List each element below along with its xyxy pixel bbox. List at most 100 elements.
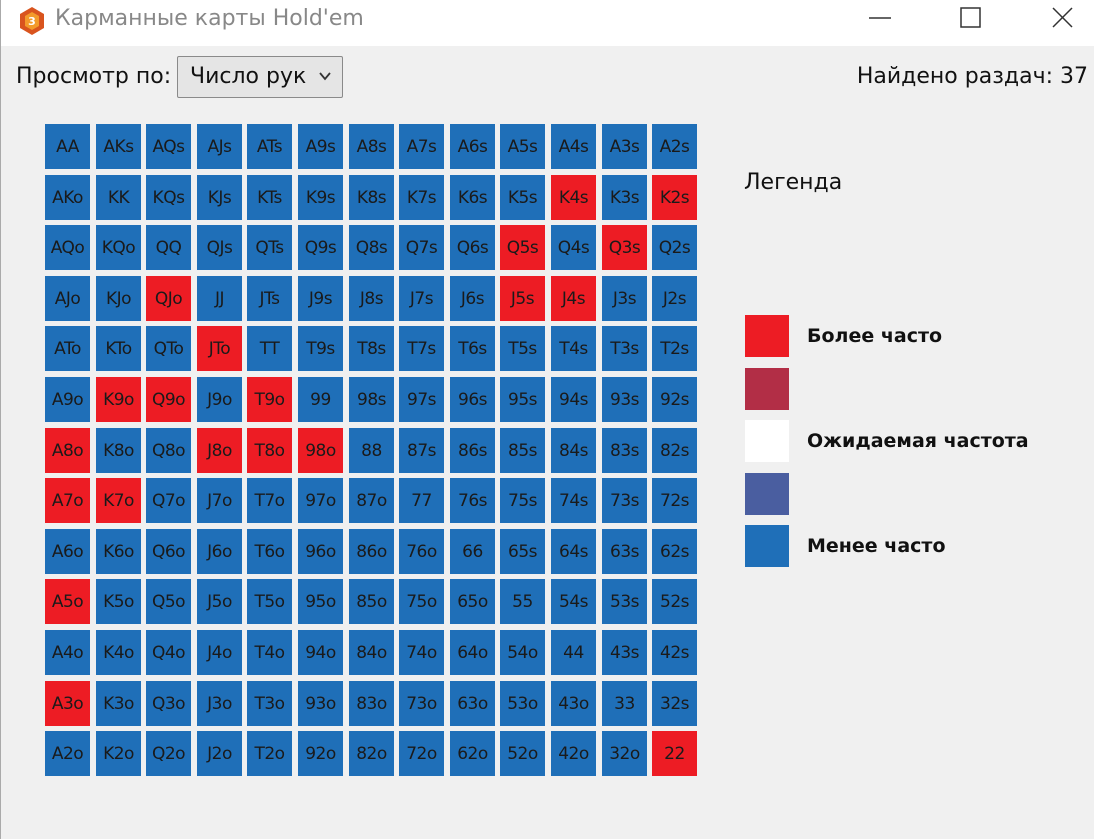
- hand-cell-A8s[interactable]: A8s: [349, 124, 394, 169]
- hand-cell-77[interactable]: 77: [399, 478, 444, 523]
- hand-cell-Q7s[interactable]: Q7s: [399, 225, 444, 270]
- hand-cell-KK[interactable]: KK: [96, 175, 141, 220]
- hand-cell-73s[interactable]: 73s: [602, 478, 647, 523]
- hand-cell-KTo[interactable]: KTo: [96, 326, 141, 371]
- view-by-select[interactable]: Число рук: [177, 56, 343, 98]
- hand-cell-Q5s[interactable]: Q5s: [500, 225, 545, 270]
- hand-cell-Q9s[interactable]: Q9s: [298, 225, 343, 270]
- hand-cell-65s[interactable]: 65s: [500, 529, 545, 574]
- hand-cell-Q4o[interactable]: Q4o: [146, 630, 191, 675]
- hand-cell-76s[interactable]: 76s: [450, 478, 495, 523]
- hand-cell-84o[interactable]: 84o: [349, 630, 394, 675]
- hand-cell-K9s[interactable]: K9s: [298, 175, 343, 220]
- hand-cell-K5o[interactable]: K5o: [96, 579, 141, 624]
- hand-cell-22[interactable]: 22: [652, 731, 697, 776]
- hand-cell-92o[interactable]: 92o: [298, 731, 343, 776]
- hand-cell-J2s[interactable]: J2s: [652, 276, 697, 321]
- hand-cell-84s[interactable]: 84s: [551, 428, 596, 473]
- hand-cell-96s[interactable]: 96s: [450, 377, 495, 422]
- hand-cell-T5s[interactable]: T5s: [500, 326, 545, 371]
- hand-cell-J8o[interactable]: J8o: [197, 428, 242, 473]
- hand-cell-93o[interactable]: 93o: [298, 681, 343, 726]
- hand-cell-A2s[interactable]: A2s: [652, 124, 697, 169]
- hand-cell-94o[interactable]: 94o: [298, 630, 343, 675]
- hand-cell-93s[interactable]: 93s: [602, 377, 647, 422]
- hand-cell-J9s[interactable]: J9s: [298, 276, 343, 321]
- hand-cell-J4o[interactable]: J4o: [197, 630, 242, 675]
- hand-cell-K7o[interactable]: K7o: [96, 478, 141, 523]
- hand-cell-98o[interactable]: 98o: [298, 428, 343, 473]
- hand-cell-T4s[interactable]: T4s: [551, 326, 596, 371]
- hand-cell-J8s[interactable]: J8s: [349, 276, 394, 321]
- hand-cell-J2o[interactable]: J2o: [197, 731, 242, 776]
- hand-cell-75o[interactable]: 75o: [399, 579, 444, 624]
- hand-cell-K3o[interactable]: K3o: [96, 681, 141, 726]
- hand-cell-64s[interactable]: 64s: [551, 529, 596, 574]
- hand-cell-99[interactable]: 99: [298, 377, 343, 422]
- hand-cell-J7s[interactable]: J7s: [399, 276, 444, 321]
- hand-cell-72s[interactable]: 72s: [652, 478, 697, 523]
- hand-cell-A6o[interactable]: A6o: [45, 529, 90, 574]
- hand-cell-K4s[interactable]: K4s: [551, 175, 596, 220]
- hand-cell-AJo[interactable]: AJo: [45, 276, 90, 321]
- hand-cell-62o[interactable]: 62o: [450, 731, 495, 776]
- title-bar[interactable]: 3 Карманные карты Hold'em: [1, 0, 1094, 46]
- hand-cell-Q4s[interactable]: Q4s: [551, 225, 596, 270]
- hand-cell-A7o[interactable]: A7o: [45, 478, 90, 523]
- hand-cell-AJs[interactable]: AJs: [197, 124, 242, 169]
- hand-cell-87o[interactable]: 87o: [349, 478, 394, 523]
- hand-cell-54s[interactable]: 54s: [551, 579, 596, 624]
- hand-cell-J6s[interactable]: J6s: [450, 276, 495, 321]
- hand-cell-K9o[interactable]: K9o: [96, 377, 141, 422]
- hand-cell-96o[interactable]: 96o: [298, 529, 343, 574]
- hand-cell-T4o[interactable]: T4o: [247, 630, 292, 675]
- hand-cell-53o[interactable]: 53o: [500, 681, 545, 726]
- hand-cell-T5o[interactable]: T5o: [247, 579, 292, 624]
- hand-cell-K7s[interactable]: K7s: [399, 175, 444, 220]
- hand-cell-A9o[interactable]: A9o: [45, 377, 90, 422]
- hand-cell-Q5o[interactable]: Q5o: [146, 579, 191, 624]
- hand-cell-JJ[interactable]: JJ: [197, 276, 242, 321]
- hand-cell-KQo[interactable]: KQo: [96, 225, 141, 270]
- hand-cell-QTo[interactable]: QTo: [146, 326, 191, 371]
- hand-cell-KJs[interactable]: KJs: [197, 175, 242, 220]
- hand-cell-KTs[interactable]: KTs: [247, 175, 292, 220]
- hand-cell-J4s[interactable]: J4s: [551, 276, 596, 321]
- hand-cell-A5o[interactable]: A5o: [45, 579, 90, 624]
- hand-cell-66[interactable]: 66: [450, 529, 495, 574]
- hand-cell-K6s[interactable]: K6s: [450, 175, 495, 220]
- hand-cell-63s[interactable]: 63s: [602, 529, 647, 574]
- hand-cell-32o[interactable]: 32o: [602, 731, 647, 776]
- hand-cell-43o[interactable]: 43o: [551, 681, 596, 726]
- hand-cell-K5s[interactable]: K5s: [500, 175, 545, 220]
- hand-cell-T8o[interactable]: T8o: [247, 428, 292, 473]
- hand-cell-98s[interactable]: 98s: [349, 377, 394, 422]
- hand-cell-74s[interactable]: 74s: [551, 478, 596, 523]
- hand-cell-AKs[interactable]: AKs: [96, 124, 141, 169]
- hand-cell-53s[interactable]: 53s: [602, 579, 647, 624]
- hand-cell-87s[interactable]: 87s: [399, 428, 444, 473]
- hand-cell-JTs[interactable]: JTs: [247, 276, 292, 321]
- hand-cell-J7o[interactable]: J7o: [197, 478, 242, 523]
- hand-cell-83o[interactable]: 83o: [349, 681, 394, 726]
- hand-cell-94s[interactable]: 94s: [551, 377, 596, 422]
- hand-cell-T3s[interactable]: T3s: [602, 326, 647, 371]
- hand-cell-Q6o[interactable]: Q6o: [146, 529, 191, 574]
- hand-cell-32s[interactable]: 32s: [652, 681, 697, 726]
- hand-cell-82s[interactable]: 82s: [652, 428, 697, 473]
- hand-cell-74o[interactable]: 74o: [399, 630, 444, 675]
- hand-cell-85o[interactable]: 85o: [349, 579, 394, 624]
- hand-cell-K8s[interactable]: K8s: [349, 175, 394, 220]
- hand-cell-A5s[interactable]: A5s: [500, 124, 545, 169]
- hand-cell-75s[interactable]: 75s: [500, 478, 545, 523]
- hand-cell-A4s[interactable]: A4s: [551, 124, 596, 169]
- hand-cell-A8o[interactable]: A8o: [45, 428, 90, 473]
- hand-cell-T2o[interactable]: T2o: [247, 731, 292, 776]
- hand-cell-43s[interactable]: 43s: [602, 630, 647, 675]
- hand-cell-QJs[interactable]: QJs: [197, 225, 242, 270]
- hand-cell-Q3s[interactable]: Q3s: [602, 225, 647, 270]
- hand-cell-33[interactable]: 33: [602, 681, 647, 726]
- hand-cell-T7o[interactable]: T7o: [247, 478, 292, 523]
- hand-cell-K2o[interactable]: K2o: [96, 731, 141, 776]
- hand-cell-A4o[interactable]: A4o: [45, 630, 90, 675]
